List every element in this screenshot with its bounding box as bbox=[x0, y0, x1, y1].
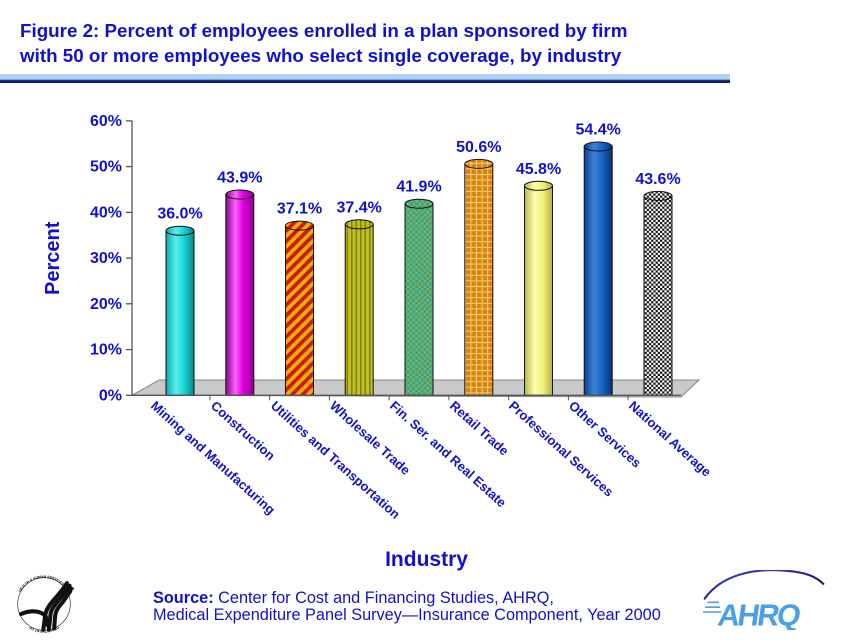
svg-text:43.9%: 43.9% bbox=[217, 170, 262, 187]
svg-text:37.1%: 37.1% bbox=[277, 201, 322, 218]
svg-text:0%: 0% bbox=[99, 387, 122, 404]
svg-text:45.8%: 45.8% bbox=[516, 161, 561, 178]
svg-text:54.4%: 54.4% bbox=[576, 122, 621, 139]
svg-text:40%: 40% bbox=[90, 204, 122, 221]
svg-text:30%: 30% bbox=[90, 250, 122, 267]
svg-text:50%: 50% bbox=[90, 159, 122, 176]
svg-text:50.6%: 50.6% bbox=[456, 139, 501, 156]
svg-text:60%: 60% bbox=[90, 113, 122, 130]
svg-text:36.0%: 36.0% bbox=[157, 206, 202, 223]
svg-text:AHRQ: AHRQ bbox=[716, 599, 803, 630]
svg-text:43.6%: 43.6% bbox=[635, 171, 680, 188]
svg-text:41.9%: 41.9% bbox=[396, 179, 441, 196]
svg-text:10%: 10% bbox=[90, 342, 122, 359]
svg-text:20%: 20% bbox=[90, 296, 122, 313]
svg-text:37.4%: 37.4% bbox=[337, 199, 382, 216]
